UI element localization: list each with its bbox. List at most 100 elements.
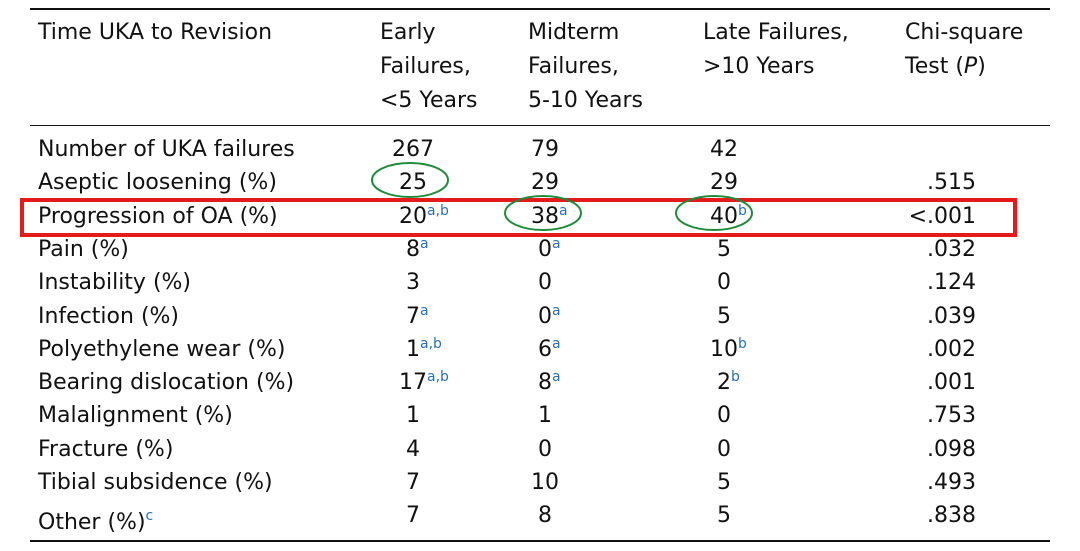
cell-value: 10 b — [710, 336, 747, 363]
header-cell: >10 Years — [703, 54, 815, 79]
footnote-marker: b — [738, 202, 747, 219]
row-label-text: Bearing dislocation (%) — [38, 370, 295, 396]
cell-value: 1 a,b — [406, 336, 442, 363]
cell-value: 4 — [406, 436, 420, 462]
header-cell: Failures, — [528, 54, 619, 79]
footnote-marker: a,b — [420, 335, 442, 352]
header-cell: Test (P) — [905, 54, 986, 80]
cell-value: 7 — [406, 470, 420, 495]
row-label: Instability (%) — [38, 270, 191, 296]
circle-mark — [371, 162, 449, 198]
row-label: Progression of OA (%) — [38, 204, 278, 230]
footnote-marker: a — [552, 302, 561, 319]
p-value: .039 — [927, 303, 976, 329]
cell-value: 7 — [406, 503, 420, 529]
p-value: .493 — [927, 470, 976, 495]
cell-value: 5 — [717, 236, 731, 262]
header-cell: Late Failures, — [703, 20, 849, 45]
cell-value: 38 a — [531, 203, 568, 230]
cell-value: 17 a,b — [399, 369, 449, 396]
footnote-marker: a,b — [427, 369, 449, 386]
row-label: Pain (%) — [38, 237, 129, 263]
cell-value: 0 — [717, 403, 731, 429]
header-cell: 5-10 Years — [528, 88, 643, 113]
header-cell: Midterm — [528, 20, 620, 45]
cell-value: 5 — [717, 303, 731, 329]
row-label-text: Other (%) — [38, 510, 146, 536]
cell-value: 20 a,b — [399, 203, 449, 230]
footnote-marker: b — [738, 335, 747, 352]
cell-value: 0 — [717, 436, 731, 462]
row-label: Malalignment (%) — [38, 403, 233, 429]
cell-value: 25 — [399, 170, 427, 196]
p-value: .515 — [927, 170, 976, 196]
row-label: Bearing dislocation (%) — [38, 370, 294, 396]
p-value: .753 — [927, 403, 976, 429]
row-label: Other (%)c — [38, 503, 153, 536]
row-label-text: Progression of OA (%) — [38, 203, 278, 229]
cell-value: 0 — [538, 270, 552, 296]
row-label: Aseptic loosening (%) — [38, 170, 277, 196]
row-label-text: Infection (%) — [38, 303, 180, 329]
cell-value: 1 — [406, 403, 420, 429]
p-value: .124 — [927, 270, 976, 296]
footnote-marker: a — [420, 235, 429, 252]
cell-value: 79 — [531, 137, 559, 162]
header-text: P — [963, 54, 978, 79]
cell-value: 3 — [406, 270, 420, 296]
row-label-text: Polyethylene wear (%) — [38, 336, 286, 362]
footnote-marker: a — [420, 302, 429, 319]
header-text: Test ( — [905, 54, 964, 79]
footnote-marker: a,b — [427, 202, 449, 219]
header-text: ) — [977, 54, 986, 79]
header-cell: <5 Years — [380, 88, 478, 113]
cell-value: 267 — [392, 137, 434, 162]
header-cell: Failures, — [380, 54, 471, 79]
p-value: .002 — [927, 336, 976, 362]
row-label-text: Aseptic loosening (%) — [38, 170, 277, 196]
circle-mark — [504, 195, 582, 231]
cell-value: 40 b — [710, 203, 747, 230]
p-value: .098 — [927, 436, 976, 462]
footnote-marker: a — [552, 235, 561, 252]
footnote-marker: b — [731, 369, 740, 386]
p-value: .032 — [927, 236, 976, 262]
footnote-marker: a — [559, 202, 568, 219]
footnote-marker: a — [552, 335, 561, 352]
row-label-text: Malalignment (%) — [38, 403, 233, 429]
p-value: .001 — [927, 370, 976, 396]
row-label: Tibial subsidence (%) — [38, 470, 273, 496]
cell-value: 29 — [710, 170, 738, 196]
footnote-marker: a — [552, 369, 561, 386]
top-rule — [30, 8, 1050, 10]
p-value: .838 — [927, 503, 976, 529]
header-cell: Chi-square — [905, 20, 1024, 45]
row-label: Infection (%) — [38, 304, 179, 330]
row-label-text: Number of UKA failures — [38, 137, 295, 162]
row-label-text: Fracture (%) — [38, 436, 174, 462]
cell-value: 0 — [717, 270, 731, 296]
row-label-text: Pain (%) — [38, 236, 129, 262]
row-label-text: Instability (%) — [38, 270, 192, 296]
cell-value: 5 — [717, 470, 731, 495]
cell-value: 0 — [538, 436, 552, 462]
header-cell: Time UKA to Revision — [38, 20, 273, 45]
header-cell: Early — [380, 20, 436, 45]
row-label-text: Tibial subsidence (%) — [38, 470, 273, 495]
cell-value: 8 — [538, 503, 552, 529]
circle-mark — [675, 195, 753, 231]
row-label: Number of UKA failures — [38, 137, 295, 163]
highlight-box — [20, 198, 1017, 237]
row-label: Fracture (%) — [38, 437, 173, 463]
p-value: <.001 — [908, 203, 976, 229]
cell-value: 29 — [531, 170, 559, 196]
row-label: Polyethylene wear (%) — [38, 337, 285, 363]
